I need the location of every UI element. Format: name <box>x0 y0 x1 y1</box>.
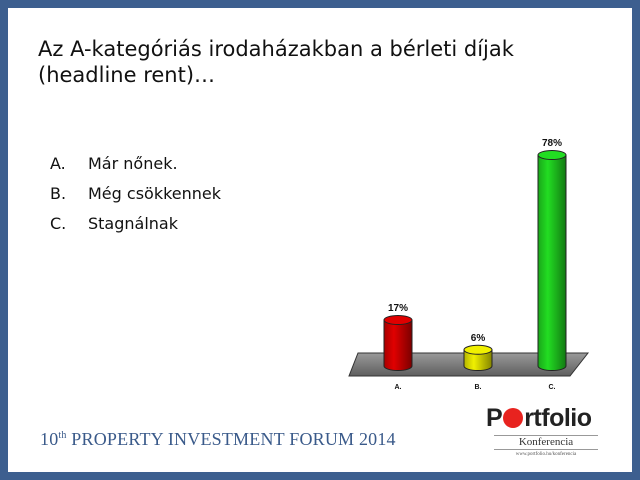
answer-options: A. Már nőnek. B. Még csökkennek C. Stagn… <box>50 154 221 244</box>
bar-value-label: 6% <box>471 333 486 344</box>
option-text: Stagnálnak <box>88 214 178 233</box>
bar-2: 6% B. <box>463 333 493 391</box>
slide: Az A-kategóriás irodaházakban a bérleti … <box>8 8 632 472</box>
bar-1: 17% A. <box>383 303 413 391</box>
bar-body <box>463 349 493 371</box>
category-tick-label: C. <box>549 384 556 391</box>
option-letter: C. <box>50 214 67 233</box>
option-letter: A. <box>50 154 66 173</box>
bar-top <box>383 315 413 326</box>
logo-brand-pre: P <box>486 404 503 432</box>
slide-title: Az A-kategóriás irodaházakban a bérleti … <box>38 37 514 87</box>
footer-suffix: th <box>58 430 67 441</box>
bar-3: 78% C. <box>537 138 567 391</box>
option-text: Még csökkennek <box>88 184 222 203</box>
event-footer: 10th PROPERTY INVESTMENT FORUM 2014 <box>40 429 396 450</box>
footer-text: PROPERTY INVESTMENT FORUM 2014 <box>66 429 396 449</box>
option-letter: B. <box>50 184 67 203</box>
logo-subtitle: Konferencia <box>494 435 598 450</box>
category-tick-label: A. <box>395 384 402 391</box>
logo-brand-post: rtfolio <box>524 404 592 432</box>
bar-top <box>463 344 493 355</box>
footer-number: 10 <box>40 429 59 449</box>
category-tick-label: B. <box>475 384 482 391</box>
option-text: Már nőnek. <box>88 154 178 173</box>
bar-value-label: 17% <box>388 303 408 314</box>
option-a: A. Már nőnek. <box>50 154 221 184</box>
bar-body <box>537 154 567 371</box>
option-c: C. Stagnálnak <box>50 214 221 244</box>
option-b: B. Még csökkennek <box>50 184 221 214</box>
logo-red-dot-icon <box>503 408 524 428</box>
bar-top <box>537 150 567 160</box>
poll-bar-chart: 17% A. 6% B. 78% C. <box>348 138 590 391</box>
bar-value-label: 78% <box>542 138 562 149</box>
logo-url: www.portfolio.hu/konferencia <box>515 452 577 457</box>
bar-body <box>383 319 413 371</box>
